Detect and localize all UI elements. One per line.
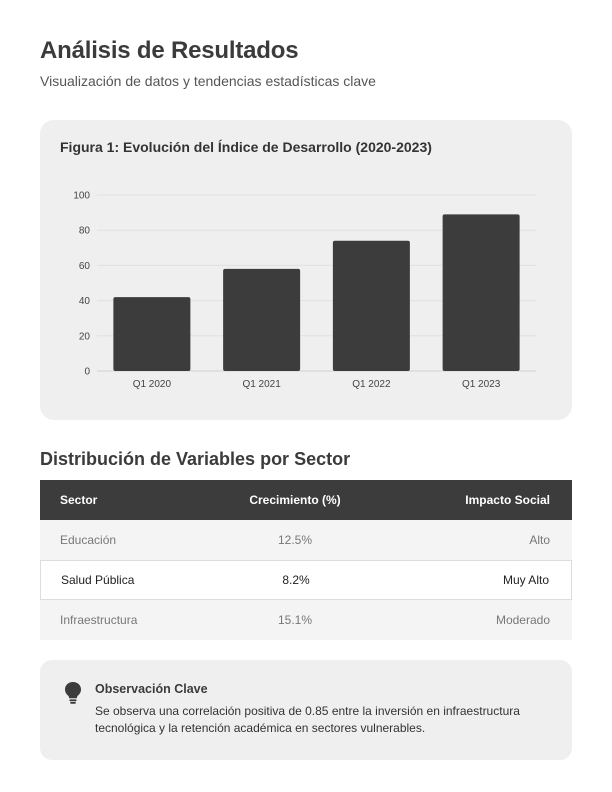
y-tick-label: 0 [84,367,90,378]
chart-card: 0 20 40 60 80 100 Q1 2020 Q1 2021 Q1 2022 Q1 2023… [40,120,572,420]
bar-chart: 0 20 40 60 80 100 Q1 2020 Q1 2021 Q1 2022 Q1 2023 [73,191,536,390]
table-row: Educación 12.5% Alto [40,520,572,560]
sector-table: Sector Crecimiento (%) Impacto Social Ed… [40,480,572,640]
lightbulb-icon [65,682,81,704]
y-tick-label: 100 [73,191,90,202]
page-title: Análisis de Resultados [40,37,299,64]
cell-growth: 15.1% [277,613,313,627]
note-title: Observación Clave [95,682,208,696]
y-tick-label: 40 [79,296,91,307]
x-tick-label: Q1 2021 [242,379,281,390]
x-tick-label: Q1 2020 [133,379,172,390]
header-impact: Impacto Social [465,493,550,507]
cell-sector: Salud Pública [61,573,135,587]
x-tick-label: Q1 2023 [462,379,501,390]
chart-title: Figura 1: Evolución del Índice de Desarr… [60,139,432,155]
table-header-row: Sector Crecimiento (%) Impacto Social [40,480,572,520]
bar [223,268,301,371]
header-sector: Sector [60,493,98,507]
bar [442,214,520,371]
cell-impact: Moderado [495,613,550,627]
page-subtitle: Visualización de datos y tendencias esta… [40,73,376,89]
cell-sector: Educación [60,533,117,547]
y-tick-label: 20 [79,331,91,342]
cell-growth: 12.5% [277,533,313,547]
x-tick-label: Q1 2022 [352,379,391,390]
cell-growth: 8.2% [282,573,310,587]
cell-impact: Alto [529,533,550,547]
key-observation-card: Observación Clave Se observa una correla… [40,660,572,760]
cell-sector: Infraestructura [60,613,138,627]
cell-impact: Muy Alto [502,573,549,587]
note-text: Se observa una correlación positiva de 0… [95,704,520,735]
section-title: Distribución de Variables por Sector [40,449,351,469]
y-tick-label: 80 [79,226,91,237]
table-row: Infraestructura 15.1% Moderado [40,600,572,640]
bar [332,240,410,371]
y-tick-label: 60 [79,261,91,272]
bar [113,297,191,371]
header-growth: Crecimiento (%) [249,493,341,507]
table-row: Salud Pública 8.2% Muy Alto [40,560,572,600]
